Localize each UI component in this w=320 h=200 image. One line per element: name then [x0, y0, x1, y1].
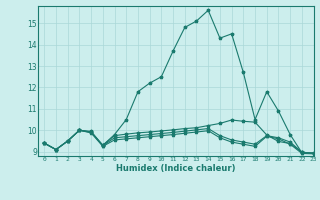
X-axis label: Humidex (Indice chaleur): Humidex (Indice chaleur) — [116, 164, 236, 173]
